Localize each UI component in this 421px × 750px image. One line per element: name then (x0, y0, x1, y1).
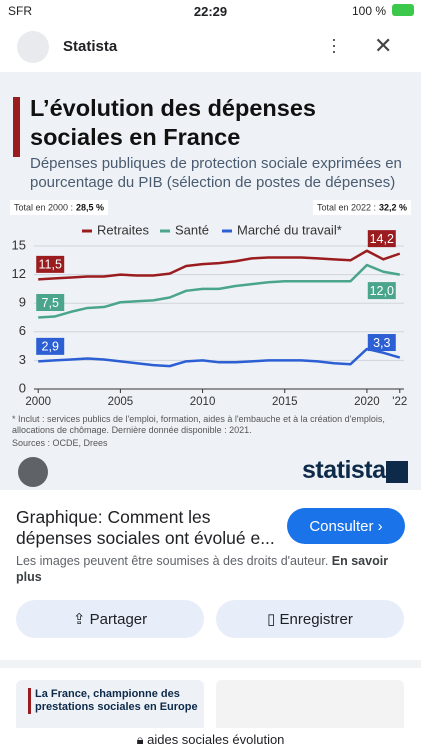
lens-icon[interactable] (18, 457, 48, 487)
value-label: 3,3 (373, 336, 390, 350)
search-query: aides sociales évolution (147, 732, 285, 747)
menu[interactable]: · · · (331, 29, 337, 61)
site-title: Statista (63, 38, 118, 55)
chart-title: L’évolution des dépenses sociales en Fra… (30, 95, 316, 150)
line-series (38, 249, 401, 281)
y-tick-label: 15 (12, 237, 26, 252)
result-title[interactable]: Graphique: Comment les dépenses sociales… (16, 507, 275, 548)
chart-subtitle: Dépenses publiques de protection sociale… (30, 155, 402, 191)
value-label: 12,0 (370, 284, 394, 298)
y-tick-label: 9 (19, 295, 26, 310)
url-bar[interactable]: 🔒︎ aides sociales évolution (0, 728, 421, 750)
value-label-box (367, 282, 396, 300)
y-tick-label: 0 (19, 380, 26, 395)
related-title: La France, championne des prestations so… (28, 688, 198, 714)
save-button[interactable]: ▯ Enregistrer (216, 600, 404, 638)
total-box (10, 200, 108, 215)
brand-logo (386, 461, 408, 483)
y-tick-label: 6 (19, 323, 26, 338)
battery: 100 % (352, 4, 387, 18)
x-tick-label: 2015 (272, 396, 298, 408)
learn-more[interactable]: En savoir plus (16, 554, 389, 584)
share-label: Partager (89, 610, 148, 628)
x-tick-label: 2000 (25, 396, 51, 408)
value-label-box (367, 230, 396, 248)
x-tick-label: 2010 (190, 396, 216, 408)
value-label-box (36, 337, 65, 355)
x-tick-label: 2020 (354, 396, 380, 408)
total-box (313, 200, 411, 215)
close[interactable]: ✕ (374, 33, 393, 58)
separator (0, 660, 421, 668)
brand: statista (302, 456, 386, 484)
total-value: 32,2 % (379, 202, 407, 212)
footnote: * Inclut : services publics de l'emploi,… (12, 414, 385, 435)
sources: Sources : OCDE, Drees (12, 438, 108, 448)
value-label-box (367, 334, 396, 352)
legend-label: Santé (175, 222, 209, 237)
consult-label: Consulter (309, 517, 374, 535)
notice-text: Les images peuvent être soumises à des d… (16, 554, 329, 568)
site-icon (17, 31, 49, 63)
value-label: 11,5 (39, 258, 62, 272)
save-label: Enregistrer (279, 610, 353, 628)
total-label: Total en 2022 : (317, 202, 376, 212)
title-bar (13, 97, 20, 157)
total-value: 28,5 % (76, 202, 104, 212)
value-label: 14,2 (370, 232, 394, 246)
carrier: SFR (8, 4, 32, 18)
clock: 22:29 (193, 4, 228, 19)
x-tick-label: '22 (392, 396, 407, 408)
battery-icon (392, 4, 414, 16)
line-series (38, 347, 401, 368)
line-series (38, 263, 400, 319)
y-tick-label: 12 (12, 266, 26, 281)
share-button[interactable]: ⇪ Partager (16, 600, 204, 638)
x-tick-label: 2005 (108, 396, 134, 408)
consult-button[interactable]: Consulter › (287, 508, 405, 544)
legend-label: Retraites (97, 222, 150, 237)
value-label-box (36, 255, 65, 273)
y-tick-label: 3 (19, 352, 26, 367)
chart: Total en 2000 :28,5 % Total en 2022 :32,2… (10, 200, 411, 408)
legend-label: Marché du travail* (237, 222, 342, 237)
notice: Les images peuvent être soumises à des d… (16, 553, 406, 585)
chart-card[interactable]: L’évolution des dépenses sociales en Fra… (0, 72, 421, 490)
total-label: Total en 2000 : (14, 202, 73, 212)
value-label: 2,9 (42, 340, 59, 354)
value-label: 7,5 (42, 296, 59, 310)
value-label-box (36, 294, 65, 311)
